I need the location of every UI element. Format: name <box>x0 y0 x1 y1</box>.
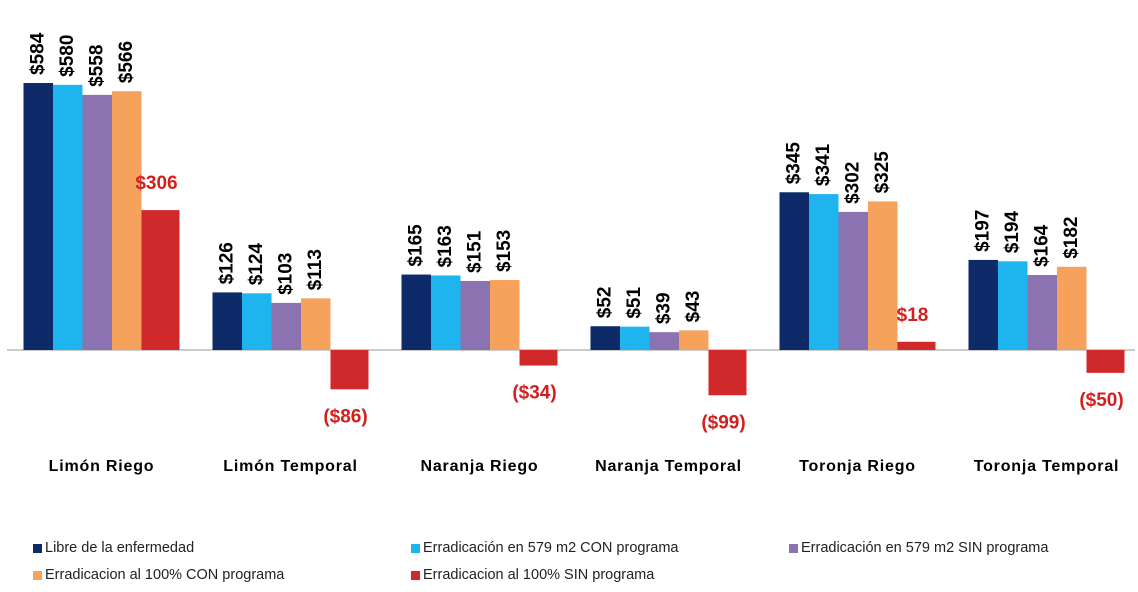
legend: Libre de la enfermedad Erradicación en 57… <box>33 538 1138 585</box>
data-label: $345 <box>783 142 804 185</box>
bar <box>1057 266 1087 350</box>
legend-item: Erradicacion al 100% CON programa <box>33 565 411 585</box>
bar <box>679 330 709 350</box>
bar <box>998 261 1028 350</box>
bar <box>809 194 839 350</box>
x-tick-label: Naranja Riego <box>420 458 539 475</box>
data-label: $341 <box>813 143 834 186</box>
legend-label: Erradicación en 579 m2 CON programa <box>423 540 679 556</box>
data-label: $39 <box>653 292 674 324</box>
data-label: $51 <box>624 287 645 319</box>
data-label: ($86) <box>323 406 367 427</box>
bar <box>82 94 112 350</box>
bar <box>1086 350 1125 373</box>
legend-item: Erradicacion al 100% SIN programa <box>411 565 789 585</box>
bar <box>519 350 558 366</box>
bar <box>897 341 936 350</box>
legend-label: Libre de la enfermedad <box>45 540 195 556</box>
data-label: ($34) <box>512 383 556 404</box>
bar <box>590 326 620 350</box>
bar <box>112 91 142 350</box>
data-label: $126 <box>216 242 237 284</box>
data-label: $153 <box>494 230 515 272</box>
x-tick-label: Naranja Temporal <box>595 458 742 475</box>
legend-swatch <box>33 570 42 580</box>
data-label: $182 <box>1061 217 1082 259</box>
data-label: $151 <box>464 230 485 273</box>
data-label: ($50) <box>1079 390 1123 411</box>
bar <box>141 210 180 350</box>
bar <box>242 293 272 350</box>
legend-swatch <box>33 543 42 553</box>
data-label: $103 <box>275 253 296 295</box>
legend-swatch <box>411 570 420 580</box>
legend-label: Erradicacion al 100% SIN programa <box>423 567 655 583</box>
bar <box>838 211 868 350</box>
bar <box>330 350 369 390</box>
data-label: $584 <box>27 32 48 75</box>
x-tick-label: Toronja Temporal <box>973 458 1120 475</box>
legend-label: Erradicación en 579 m2 SIN programa <box>801 540 1049 556</box>
bar <box>301 298 331 350</box>
bar <box>53 84 83 350</box>
data-label: $165 <box>405 224 426 267</box>
data-label: $306 <box>135 173 177 194</box>
data-label: $18 <box>897 305 929 326</box>
x-tick-label: Limón Temporal <box>223 458 358 475</box>
data-label: $52 <box>594 287 615 319</box>
bar <box>212 292 242 350</box>
legend-item: Libre de la enfermedad <box>33 538 411 558</box>
x-tick-label: Toronja Riego <box>799 458 916 475</box>
data-label: $558 <box>86 45 107 87</box>
bar <box>460 280 490 350</box>
legend-swatch <box>411 543 420 553</box>
bar <box>23 83 53 350</box>
data-label: $566 <box>116 41 137 83</box>
bar <box>401 274 431 350</box>
data-label: $302 <box>842 162 863 204</box>
bar <box>620 326 650 350</box>
x-tick-label: Limón Riego <box>48 458 155 475</box>
data-label: $325 <box>872 151 893 194</box>
bar <box>490 280 520 350</box>
bar <box>271 302 301 350</box>
data-label: $163 <box>435 225 456 267</box>
data-label: $164 <box>1031 224 1052 267</box>
data-label: ($99) <box>701 412 745 433</box>
legend-swatch <box>789 543 798 553</box>
bar <box>1027 275 1057 350</box>
bar <box>431 275 461 350</box>
data-label: $124 <box>246 243 267 286</box>
bar <box>868 201 898 350</box>
bar <box>779 192 809 350</box>
bar <box>708 350 747 396</box>
data-label: $197 <box>972 210 993 252</box>
legend-item: Erradicación en 579 m2 SIN programa <box>789 538 1138 558</box>
bar <box>968 259 998 350</box>
data-label: $580 <box>57 35 78 77</box>
data-label: $43 <box>683 291 704 323</box>
data-label: $113 <box>305 249 326 290</box>
bar <box>649 332 679 350</box>
legend-label: Erradicacion al 100% CON programa <box>45 567 285 583</box>
data-label: $194 <box>1002 211 1023 254</box>
legend-item: Erradicación en 579 m2 CON programa <box>411 538 789 558</box>
